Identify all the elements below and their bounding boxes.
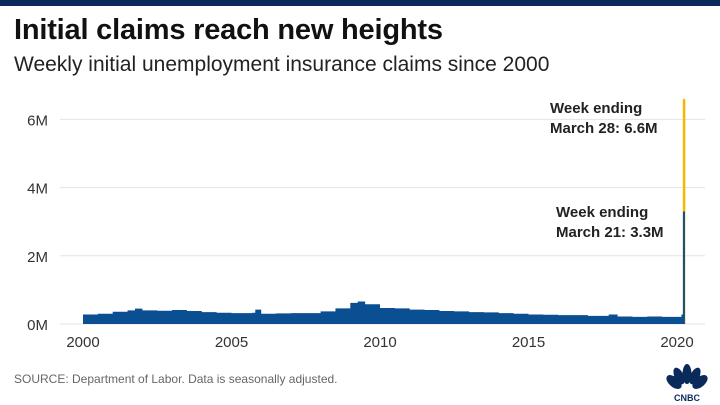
logo-text: CNBC <box>674 393 700 403</box>
y-tick-label: 2M <box>27 249 48 266</box>
y-tick-label: 6M <box>27 112 48 129</box>
x-tick-label: 2005 <box>215 334 248 351</box>
chart-subtitle: Weekly initial unemployment insurance cl… <box>14 53 550 76</box>
x-tick-label: 2000 <box>66 334 99 351</box>
annotation-label: Week ending <box>556 204 648 221</box>
annotation-label: March 21: 3.3M <box>556 224 664 241</box>
source-note: SOURCE: Department of Labor. Data is sea… <box>14 372 338 386</box>
cnbc-logo: CNBC <box>664 363 710 403</box>
x-tick-label: 2010 <box>363 334 396 351</box>
y-tick-label: 0M <box>27 317 48 334</box>
claims-area-series <box>83 211 685 324</box>
top-accent-bar <box>0 0 720 6</box>
x-tick-label: 2015 <box>512 334 545 351</box>
peacock-icon <box>666 364 708 389</box>
chart-title: Initial claims reach new heights <box>14 14 443 46</box>
y-tick-label: 4M <box>27 181 48 198</box>
annotation-label: Week ending <box>550 100 642 117</box>
x-tick-label: 2020 <box>660 334 693 351</box>
annotation-label: March 28: 6.6M <box>550 120 658 137</box>
